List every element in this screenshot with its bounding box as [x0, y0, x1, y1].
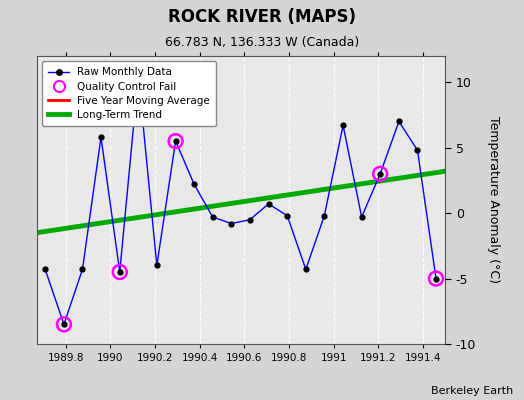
Text: ROCK RIVER (MAPS): ROCK RIVER (MAPS)	[168, 8, 356, 26]
Y-axis label: Temperature Anomaly (°C): Temperature Anomaly (°C)	[487, 116, 500, 284]
Legend: Raw Monthly Data, Quality Control Fail, Five Year Moving Average, Long-Term Tren: Raw Monthly Data, Quality Control Fail, …	[42, 61, 216, 126]
Point	[116, 269, 124, 275]
Text: 66.783 N, 136.333 W (Canada): 66.783 N, 136.333 W (Canada)	[165, 36, 359, 49]
Point	[432, 275, 440, 282]
Point	[60, 321, 68, 328]
Point	[171, 138, 180, 144]
Point	[376, 171, 385, 177]
Text: Berkeley Earth: Berkeley Earth	[431, 386, 514, 396]
